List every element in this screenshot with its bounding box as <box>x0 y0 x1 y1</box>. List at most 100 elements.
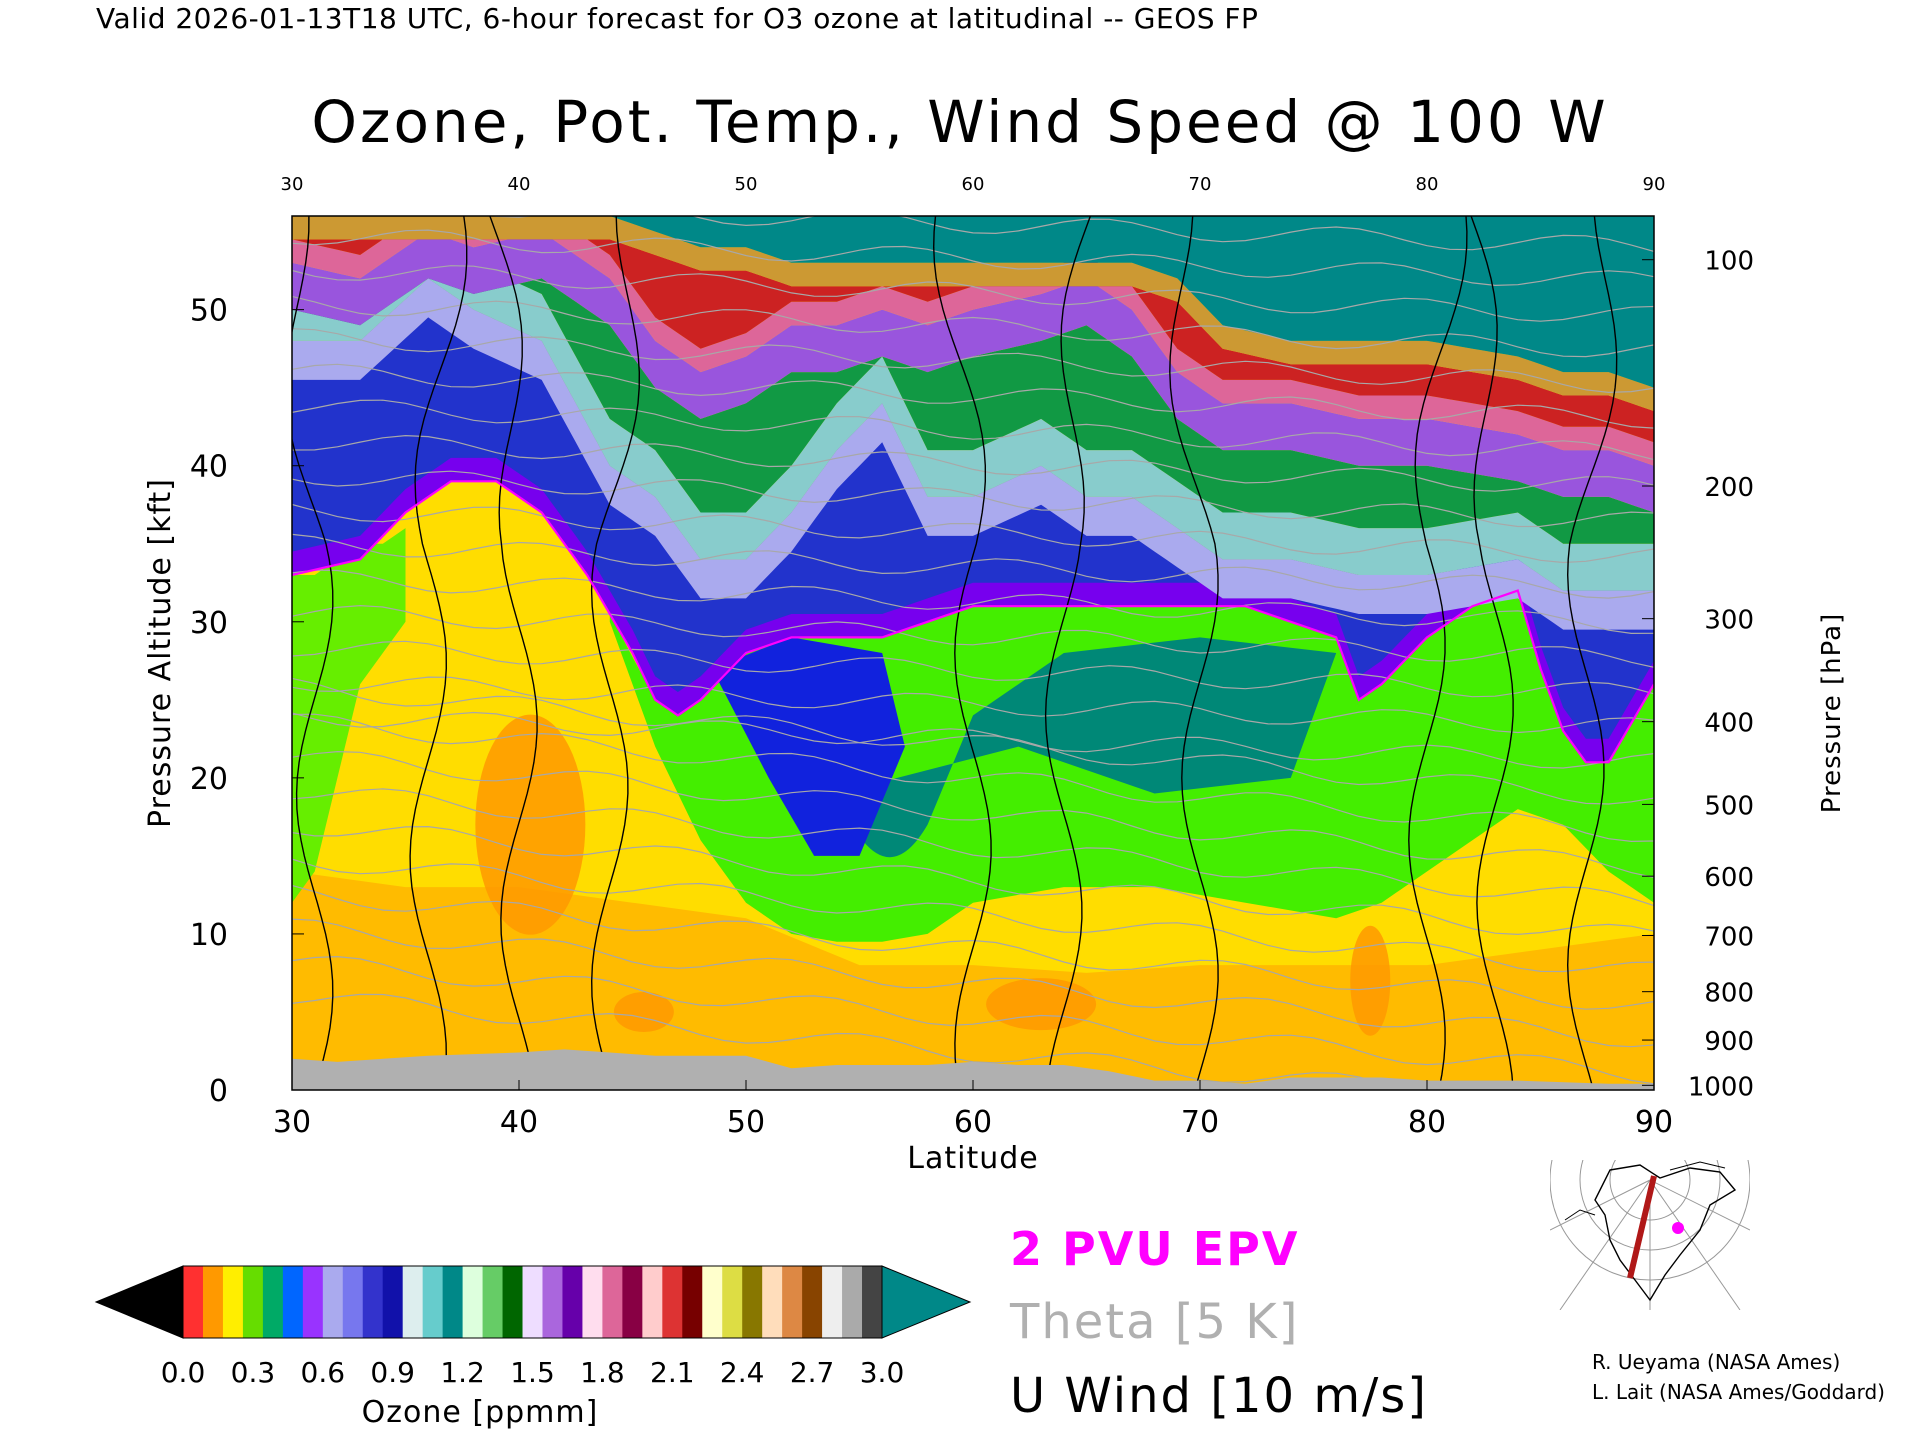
stratosphere-band-orange <box>292 216 1654 412</box>
u-wind-contour <box>1566 216 1618 1090</box>
colorbar-tick-label: 2.7 <box>790 1356 835 1389</box>
u-wind-contour <box>1169 216 1219 1090</box>
chart-title: Ozone, Pot. Temp., Wind Speed @ 100 W <box>311 88 1609 156</box>
theta-contour <box>292 918 1654 1048</box>
y-tick-label: 10 <box>190 918 228 953</box>
x-tick-label: 40 <box>500 1105 538 1140</box>
colorbar-swatch <box>262 1266 284 1338</box>
colorbar-tick-label: 0.0 <box>161 1356 206 1389</box>
theta-contour <box>292 750 1654 878</box>
colorbar-swatch <box>622 1266 643 1338</box>
top-x-tick-label: 70 <box>1189 174 1212 195</box>
y-tick-label: 50 <box>190 294 228 329</box>
theta-contour <box>292 503 1654 564</box>
pressure-tick-label: 600 <box>1704 863 1754 893</box>
theta-contour <box>292 858 1654 973</box>
credit-lait: L. Lait (NASA Ames/Goddard) <box>1592 1380 1885 1404</box>
pressure-tick-label: 200 <box>1704 473 1754 503</box>
colorbar-swatch <box>662 1266 683 1338</box>
theta-contour <box>490 216 1654 252</box>
colorbar-swatch <box>842 1266 863 1338</box>
colorbar-swatch <box>722 1266 743 1338</box>
pressure-axis-label: Pressure [hPa] <box>1817 613 1847 814</box>
theta-contour <box>292 955 1654 1085</box>
colorbar-tick-label: 0.3 <box>231 1356 276 1389</box>
colorbar-tick-label: 1.2 <box>440 1356 485 1389</box>
colorbar-swatch <box>762 1266 783 1338</box>
orange-patch-63n <box>986 978 1097 1031</box>
colorbar-swatch <box>782 1266 803 1338</box>
colorbar-low-arrow <box>94 1265 184 1339</box>
colorbar-swatch <box>862 1266 883 1338</box>
stratosphere-band-purple <box>292 231 1654 513</box>
pressure-tick-label: 700 <box>1704 922 1754 952</box>
top-x-tick-label: 30 <box>281 174 304 195</box>
pressure-tick-label: 1000 <box>1688 1072 1754 1102</box>
x-tick-label: 90 <box>1635 1105 1673 1140</box>
x-tick-label: 80 <box>1408 1105 1446 1140</box>
theta-contour <box>292 993 1405 1090</box>
theta-contour <box>292 676 1654 734</box>
top-x-tick-label: 50 <box>735 174 758 195</box>
theta-contour <box>292 788 1654 907</box>
epv-2pvu-line <box>292 480 1654 764</box>
colorbar-swatch <box>822 1266 843 1338</box>
stratosphere-band-teal-top <box>292 216 1654 388</box>
stratosphere-band-green <box>292 231 1654 544</box>
stratosphere-band-red <box>292 216 1654 443</box>
location-map <box>1550 1160 1750 1310</box>
pressure-tick-label: 900 <box>1704 1027 1754 1057</box>
colorbar-swatch <box>362 1266 384 1338</box>
blue-intrusion <box>711 637 905 856</box>
theta-contour <box>292 328 1654 394</box>
legend-theta: Theta [5 K] <box>1010 1294 1300 1350</box>
top-x-tick-label: 60 <box>962 174 985 195</box>
legend-u-wind: U Wind [10 m/s] <box>1010 1368 1429 1424</box>
theta-contour <box>292 434 1654 492</box>
colorbar-swatch <box>442 1266 464 1338</box>
colorbar-tick-label: 2.4 <box>720 1356 765 1389</box>
theta-contour <box>292 295 1654 358</box>
low-ozone-teal-region <box>836 637 1337 858</box>
colorbar-swatch <box>642 1266 663 1338</box>
legend-epv: 2 PVU EPV <box>1010 1222 1300 1276</box>
stratosphere-band-pink <box>292 216 1654 466</box>
colorbar-tick-label: 2.1 <box>650 1356 695 1389</box>
theta-contour <box>292 399 1654 461</box>
top-x-tick-label: 40 <box>508 174 531 195</box>
x-axis-label: Latitude <box>907 1141 1038 1176</box>
theta-contour <box>292 569 1654 635</box>
colorbar-swatch <box>542 1266 563 1338</box>
colorbar-tick-label: 1.8 <box>580 1356 625 1389</box>
theta-contour <box>292 884 1654 1010</box>
u-wind-contour <box>1044 216 1092 1090</box>
orange-patch-40n <box>475 714 586 935</box>
colorbar-label: Ozone [ppmm] <box>361 1395 599 1430</box>
theta-contour <box>292 825 1654 936</box>
colorbar-swatch <box>183 1266 204 1338</box>
forecast-header: Valid 2026-01-13T18 UTC, 6-hour forecast… <box>96 2 1259 35</box>
colorbar-swatch <box>402 1266 424 1338</box>
theta-contour <box>292 640 1654 698</box>
colorbar-swatch <box>502 1266 524 1338</box>
u-wind-contour <box>1470 216 1514 1090</box>
colorbar-swatch <box>482 1266 504 1338</box>
x-tick-label: 50 <box>727 1105 765 1140</box>
theta-contour <box>292 533 1654 599</box>
colorbar-swatch <box>602 1266 623 1338</box>
y-tick-label: 20 <box>190 762 228 797</box>
top-x-tick-label: 80 <box>1416 174 1439 195</box>
left-green-column <box>292 528 406 903</box>
stratosphere-band-violet <box>292 434 1654 763</box>
surface-terrain <box>292 1049 1654 1090</box>
colorbar-swatch <box>322 1266 344 1338</box>
x-tick-label: 70 <box>1181 1105 1219 1140</box>
y-axis-label: Pressure Altitude [kft] <box>143 478 178 828</box>
colorbar-swatch <box>802 1266 823 1338</box>
pressure-tick-label: 800 <box>1704 979 1754 1009</box>
pressure-tick-label: 100 <box>1704 247 1754 277</box>
y-tick-label: 40 <box>190 450 228 485</box>
pressure-tick-label: 500 <box>1704 791 1754 821</box>
orange-patch-77n <box>1350 925 1391 1036</box>
